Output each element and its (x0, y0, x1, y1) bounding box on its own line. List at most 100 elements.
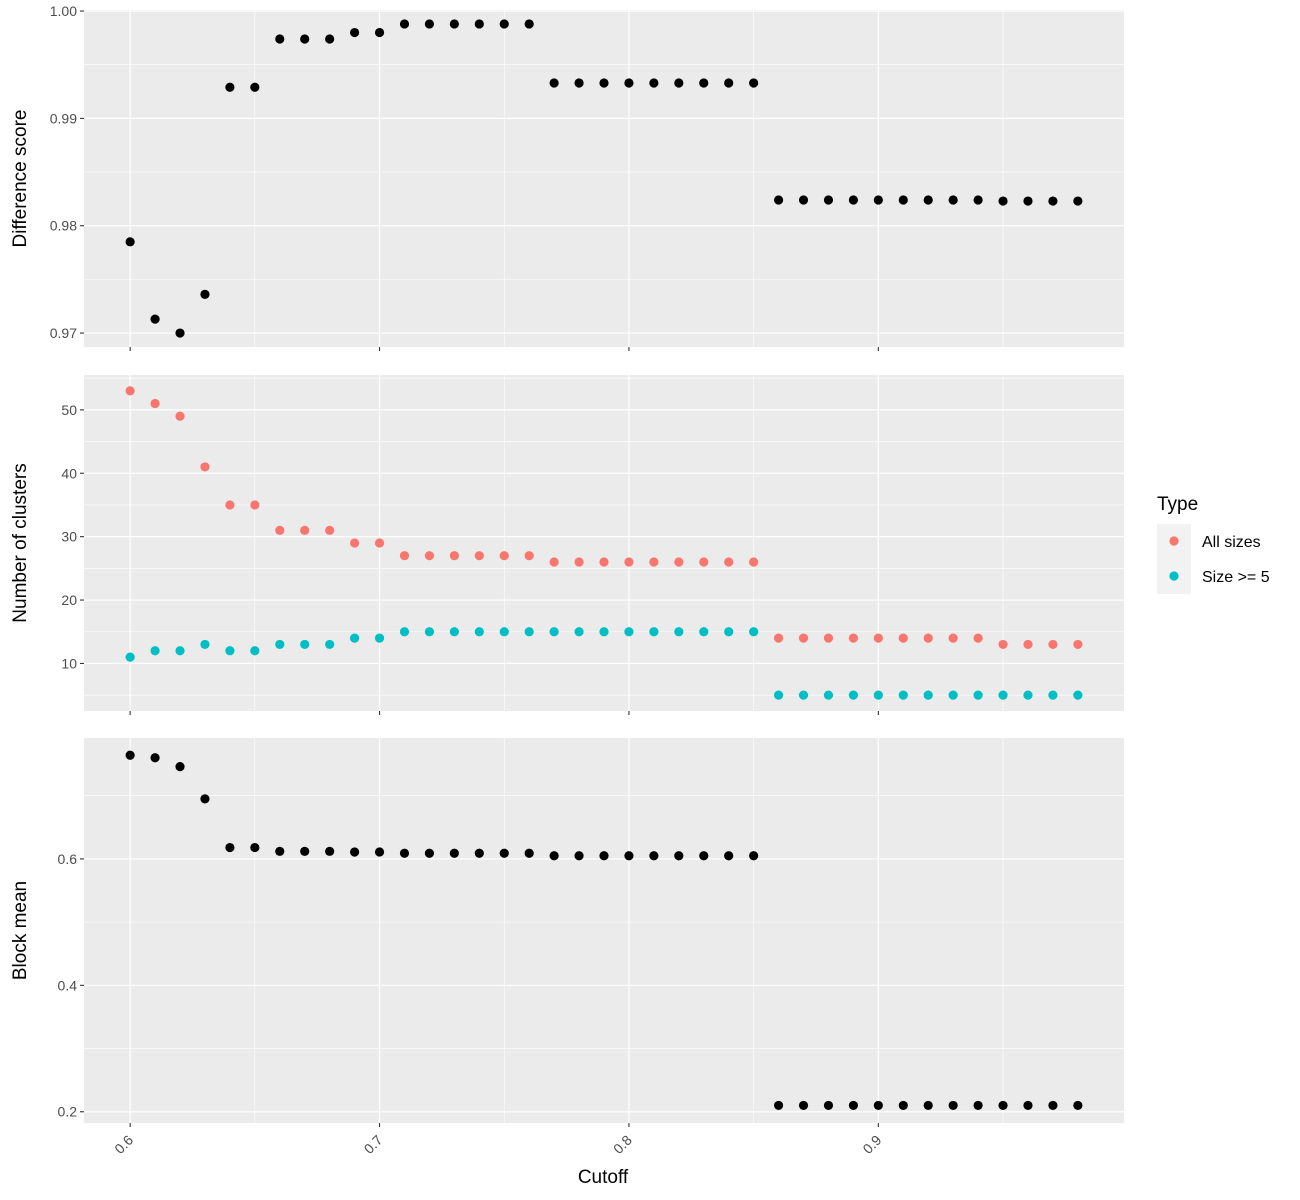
data-point (524, 19, 534, 29)
data-point (150, 314, 160, 324)
x-tick-label: 0.9 (859, 1132, 884, 1157)
data-point (873, 1100, 883, 1111)
data-point (998, 1100, 1008, 1111)
data-point (898, 690, 908, 700)
data-point (349, 633, 360, 643)
data-point (175, 762, 185, 772)
data-point (674, 627, 684, 637)
data-point (599, 627, 609, 637)
y-axis-title: Block mean (10, 881, 31, 980)
data-point (150, 753, 160, 763)
data-point (225, 842, 235, 853)
data-point (374, 538, 385, 548)
data-point (1073, 690, 1083, 700)
data-point (948, 1100, 958, 1111)
data-point (300, 525, 310, 535)
data-point (125, 386, 135, 396)
data-point (349, 847, 360, 857)
data-point (175, 646, 185, 656)
data-point (773, 690, 784, 700)
panel-3: 0.2 0.4 0.6 Block mean (10, 738, 1124, 1127)
series-1 (125, 750, 1083, 1111)
data-point (325, 34, 335, 44)
data-point (349, 27, 360, 38)
data-point (973, 1100, 983, 1111)
data-point (574, 78, 584, 88)
data-point (823, 195, 834, 205)
data-point (998, 639, 1008, 650)
data-point (424, 848, 435, 858)
data-point (374, 27, 385, 38)
data-point (275, 525, 285, 535)
data-point (998, 196, 1008, 206)
data-point (449, 19, 459, 29)
data-point (749, 627, 759, 637)
data-point (699, 78, 709, 88)
data-point (948, 633, 958, 643)
data-point (175, 328, 185, 338)
data-point (125, 750, 135, 760)
y-tick-label: 30 (61, 529, 77, 545)
data-point (524, 848, 534, 858)
data-point (898, 1100, 908, 1111)
data-point (873, 195, 883, 205)
data-point (1023, 196, 1033, 206)
data-point (674, 78, 684, 88)
panel-1: 0.97 0.98 0.99 1.00 Difference score (10, 3, 1124, 351)
data-point (1073, 196, 1083, 206)
x-axis-title: Cutoff (578, 1167, 629, 1188)
data-point (300, 639, 310, 650)
y-tick-label: 20 (61, 592, 77, 608)
data-point (798, 1100, 809, 1111)
data-point (649, 78, 659, 88)
data-point (175, 411, 185, 421)
y-tick-label: 1.00 (50, 3, 77, 19)
data-point (399, 19, 410, 29)
y-tick-label: 40 (61, 465, 77, 481)
data-point (349, 538, 360, 548)
data-point (848, 633, 859, 643)
data-point (699, 627, 709, 637)
data-point (474, 848, 484, 858)
data-point (125, 652, 135, 662)
data-point (998, 690, 1008, 700)
x-tick-label: 0.8 (610, 1132, 635, 1157)
data-point (399, 551, 410, 561)
legend-key (1169, 536, 1179, 546)
data-point (225, 82, 235, 92)
data-point (1023, 1100, 1033, 1111)
data-point (1073, 639, 1083, 650)
data-point (524, 551, 534, 561)
data-point (499, 848, 509, 858)
data-point (798, 633, 809, 643)
y-tick-label: 10 (61, 655, 77, 671)
data-point (798, 690, 809, 700)
x-tick-label: 0.6 (111, 1132, 136, 1157)
legend-label: All sizes (1202, 534, 1261, 551)
data-point (300, 34, 310, 44)
data-point (399, 627, 410, 637)
data-point (699, 851, 709, 861)
data-point (823, 633, 834, 643)
data-point (624, 627, 634, 637)
data-point (325, 639, 335, 650)
data-point (275, 34, 285, 44)
data-point (724, 851, 734, 861)
data-point (250, 842, 260, 853)
data-point (699, 557, 709, 567)
data-point (823, 690, 834, 700)
data-point (574, 557, 584, 567)
data-point (599, 78, 609, 88)
data-point (474, 551, 484, 561)
data-point (973, 633, 983, 643)
panel-background (84, 738, 1124, 1123)
data-point (624, 78, 634, 88)
data-point (250, 500, 260, 510)
data-point (649, 557, 659, 567)
data-point (125, 237, 135, 247)
panel-2: 10 20 30 40 50 Number of clusters (10, 375, 1124, 715)
legend-label: Size >= 5 (1202, 569, 1270, 586)
data-point (624, 557, 634, 567)
data-point (1048, 639, 1058, 650)
data-point (599, 851, 609, 861)
